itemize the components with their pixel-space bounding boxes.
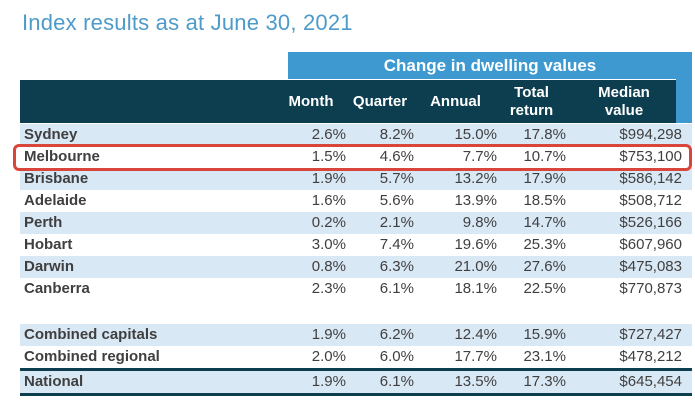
- header-cell-quarter: Quarter: [352, 92, 408, 110]
- band-right-sliver: [676, 79, 692, 123]
- cell-median-value: $475,083: [619, 258, 682, 275]
- table-row-sydney: Sydney 2.6% 8.2% 15.0% 17.8% $994,298: [20, 124, 692, 146]
- cell-total-return: 17.8%: [523, 126, 566, 143]
- table-row-adelaide: Adelaide 1.6% 5.6% 13.9% 18.5% $508,712: [20, 190, 692, 212]
- row-label: National: [24, 373, 84, 390]
- cell-median-value: $770,873: [619, 280, 682, 297]
- cell-month: 0.2%: [311, 214, 346, 231]
- cell-median-value: $994,298: [619, 126, 682, 143]
- table-row-darwin: Darwin 0.8% 6.3% 21.0% 27.6% $475,083: [20, 256, 692, 278]
- page-title: Index results as at June 30, 2021: [22, 10, 353, 35]
- cell-quarter: 6.0%: [379, 348, 414, 365]
- cell-annual: 15.0%: [454, 126, 497, 143]
- header-cell-annual: Annual: [430, 92, 481, 110]
- header-cell-median-value: Median value: [598, 83, 650, 119]
- row-label: Canberra: [24, 280, 90, 297]
- cell-annual: 13.9%: [454, 192, 497, 209]
- cell-annual: 7.7%: [462, 148, 497, 165]
- cell-month: 1.9%: [311, 373, 346, 390]
- cell-median-value: $526,166: [619, 214, 682, 231]
- cell-quarter: 6.1%: [379, 373, 414, 390]
- cell-annual: 13.5%: [454, 373, 497, 390]
- cell-month: 2.0%: [311, 348, 346, 365]
- cell-total-return: 14.7%: [523, 214, 566, 231]
- header-cell-month: Month: [288, 92, 334, 110]
- row-label: Combined regional: [24, 348, 160, 365]
- row-label: Combined capitals: [24, 326, 158, 343]
- cell-annual: 9.8%: [462, 214, 497, 231]
- cell-total-return: 17.9%: [523, 170, 566, 187]
- cell-total-return: 10.7%: [523, 148, 566, 165]
- table-body: Sydney 2.6% 8.2% 15.0% 17.8% $994,298 Me…: [20, 124, 692, 396]
- cell-quarter: 4.6%: [379, 148, 414, 165]
- row-label: Sydney: [24, 126, 78, 143]
- row-label: Hobart: [24, 236, 73, 253]
- cell-median-value: $753,100: [619, 148, 682, 165]
- table-row-melbourne: Melbourne 1.5% 4.6% 7.7% 10.7% $753,100: [20, 146, 692, 168]
- cell-month: 1.6%: [311, 192, 346, 209]
- cell-annual: 18.1%: [454, 280, 497, 297]
- row-label: Darwin: [24, 258, 75, 275]
- table-row-combined-capitals: Combined capitals 1.9% 6.2% 12.4% 15.9% …: [20, 324, 692, 346]
- cell-quarter: 8.2%: [379, 126, 414, 143]
- cell-total-return: 22.5%: [523, 280, 566, 297]
- table-row-national: National 1.9% 6.1% 13.5% 17.3% $645,454: [20, 368, 692, 396]
- cell-month: 0.8%: [311, 258, 346, 275]
- table-spacer-row: [20, 300, 692, 324]
- table-header-row: Month Quarter Annual Total return Median…: [20, 80, 676, 123]
- cell-quarter: 7.4%: [379, 236, 414, 253]
- cell-month: 2.6%: [311, 126, 346, 143]
- cell-month: 1.5%: [311, 148, 346, 165]
- cell-quarter: 5.6%: [379, 192, 414, 209]
- span-header-change-in-dwelling-values: Change in dwelling values: [288, 52, 692, 79]
- table-row-canberra: Canberra 2.3% 6.1% 18.1% 22.5% $770,873: [20, 278, 692, 300]
- cell-total-return: 23.1%: [523, 348, 566, 365]
- table-row-brisbane: Brisbane 1.9% 5.7% 13.2% 17.9% $586,142: [20, 168, 692, 190]
- cell-quarter: 6.3%: [379, 258, 414, 275]
- cell-month: 1.9%: [311, 170, 346, 187]
- cell-annual: 21.0%: [454, 258, 497, 275]
- table-row-hobart: Hobart 3.0% 7.4% 19.6% 25.3% $607,960: [20, 234, 692, 256]
- cell-quarter: 5.7%: [379, 170, 414, 187]
- cell-total-return: 17.3%: [523, 373, 566, 390]
- cell-month: 3.0%: [311, 236, 346, 253]
- cell-total-return: 25.3%: [523, 236, 566, 253]
- cell-annual: 19.6%: [454, 236, 497, 253]
- header-cell-total-return: Total return: [509, 83, 554, 119]
- cell-total-return: 18.5%: [523, 192, 566, 209]
- row-label: Brisbane: [24, 170, 89, 187]
- row-label: Adelaide: [24, 192, 87, 209]
- table-row-perth: Perth 0.2% 2.1% 9.8% 14.7% $526,166: [20, 212, 692, 234]
- cell-annual: 12.4%: [454, 326, 497, 343]
- cell-median-value: $645,454: [619, 373, 682, 390]
- cell-quarter: 2.1%: [379, 214, 414, 231]
- cell-annual: 13.2%: [454, 170, 497, 187]
- cell-quarter: 6.1%: [379, 280, 414, 297]
- row-label: Melbourne: [24, 148, 100, 165]
- cell-median-value: $478,212: [619, 348, 682, 365]
- cell-total-return: 15.9%: [523, 326, 566, 343]
- cell-month: 2.3%: [311, 280, 346, 297]
- table-row-combined-regional: Combined regional 2.0% 6.0% 17.7% 23.1% …: [20, 346, 692, 368]
- cell-quarter: 6.2%: [379, 326, 414, 343]
- cell-total-return: 27.6%: [523, 258, 566, 275]
- cell-median-value: $727,427: [619, 326, 682, 343]
- cell-median-value: $607,960: [619, 236, 682, 253]
- cell-month: 1.9%: [311, 326, 346, 343]
- cell-annual: 17.7%: [454, 348, 497, 365]
- row-label: Perth: [24, 214, 63, 231]
- cell-median-value: $586,142: [619, 170, 682, 187]
- cell-median-value: $508,712: [619, 192, 682, 209]
